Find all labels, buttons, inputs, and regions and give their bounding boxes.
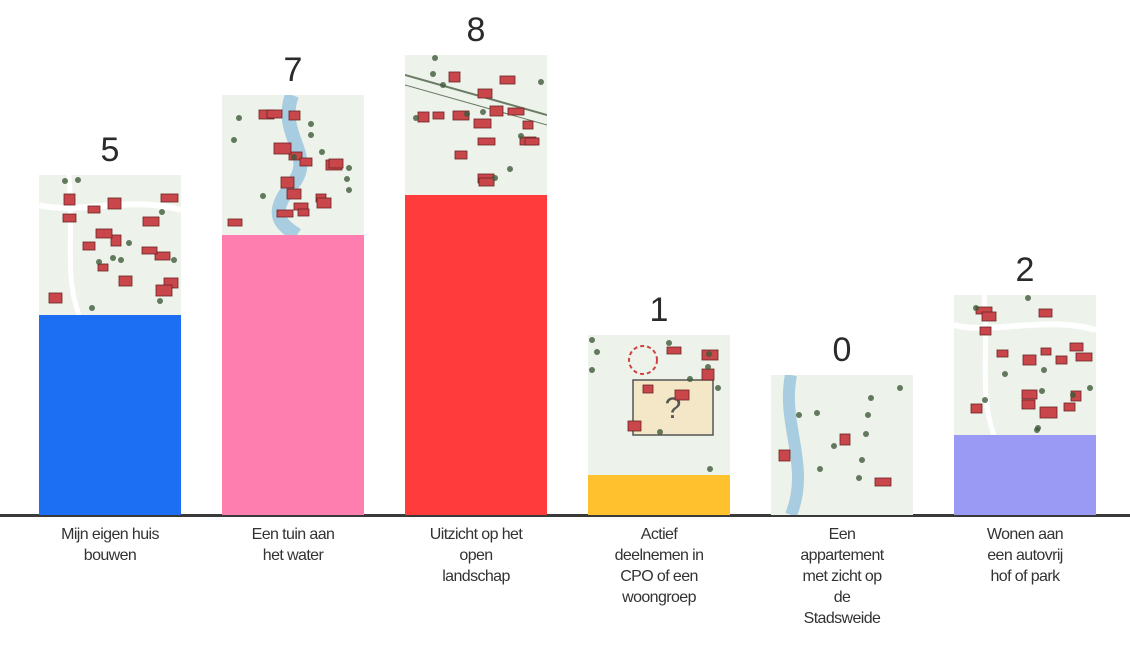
- category-label-line: Stadsweide: [771, 608, 913, 629]
- category-label-line: het water: [222, 545, 364, 566]
- car-free-court-map-icon: [954, 295, 1096, 435]
- category-label-line: een autovrij: [954, 545, 1096, 566]
- open-landscape-map-icon: [405, 55, 547, 195]
- bar-6: [954, 435, 1096, 515]
- category-label-line: deelnemen in: [588, 545, 730, 566]
- bar-4: [588, 475, 730, 515]
- category-label-3: Uitzicht op het open landschap: [405, 524, 547, 587]
- value-label-2: 7: [222, 53, 364, 87]
- apartment-riverside-map-icon: [771, 375, 913, 515]
- canal-houses-map-icon: [222, 95, 364, 235]
- category-label-5: Een appartement met zicht op de Stadsweide: [771, 524, 913, 629]
- bar-2: [222, 235, 364, 515]
- category-label-line: Actief: [588, 524, 730, 545]
- neighbourhood-map-icon: [39, 175, 181, 315]
- category-label-line: met zicht op: [771, 566, 913, 587]
- value-label-3: 8: [405, 13, 547, 47]
- category-label-line: Een: [771, 524, 913, 545]
- category-label-line: CPO of een: [588, 566, 730, 587]
- category-label-line: woongroep: [588, 587, 730, 608]
- value-label-6: 2: [954, 253, 1096, 287]
- category-label-2: Een tuin aan het water: [222, 524, 364, 566]
- value-label-5: 0: [771, 333, 913, 367]
- bar-1: [39, 315, 181, 515]
- category-label-line: Uitzicht op het: [405, 524, 547, 545]
- value-label-1: 5: [39, 133, 181, 167]
- category-label-1: Mijn eigen huis bouwen: [39, 524, 181, 566]
- category-label-line: Wonen aan: [954, 524, 1096, 545]
- category-label-line: Mijn eigen huis: [39, 524, 181, 545]
- value-label-4: 1: [588, 293, 730, 327]
- category-label-line: open: [405, 545, 547, 566]
- category-label-line: landschap: [405, 566, 547, 587]
- category-label-6: Wonen aan een autovrij hof of park: [954, 524, 1096, 587]
- category-label-line: Een tuin aan: [222, 524, 364, 545]
- cpo-courtyard-map-icon: ?: [588, 335, 730, 475]
- category-label-line: hof of park: [954, 566, 1096, 587]
- bar-3: [405, 195, 547, 515]
- category-label-line: bouwen: [39, 545, 181, 566]
- category-label-line: de: [771, 587, 913, 608]
- category-label-line: appartement: [771, 545, 913, 566]
- category-label-4: Actief deelnemen in CPO of een woongroep: [588, 524, 730, 608]
